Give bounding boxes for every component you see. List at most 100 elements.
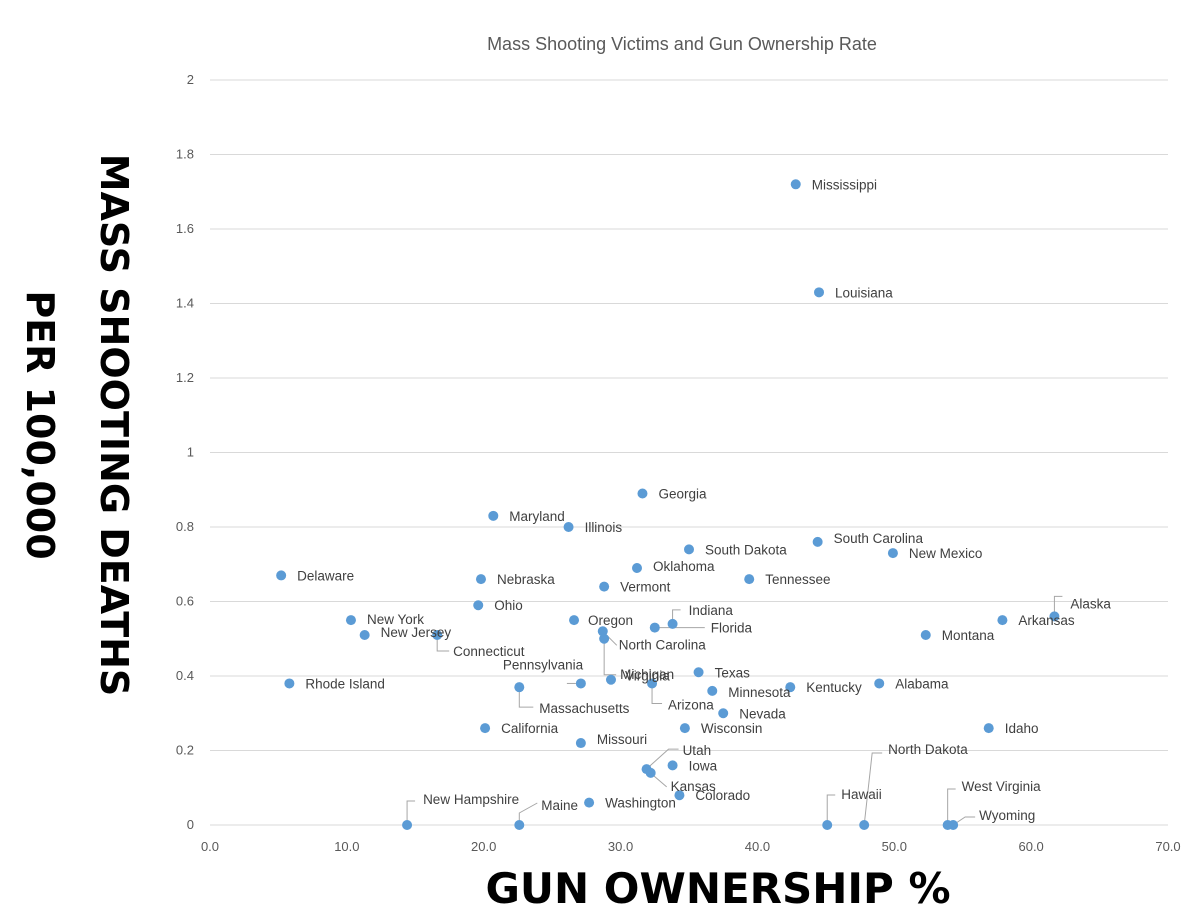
data-point <box>707 685 718 696</box>
data-point <box>432 630 443 641</box>
point-label: Washington <box>605 796 676 811</box>
x-tick-label: 60.0 <box>1018 839 1043 854</box>
data-point <box>920 630 931 641</box>
data-point <box>948 820 959 830</box>
point-label: Kentucky <box>806 680 862 695</box>
y-tick-label: 1 <box>187 445 194 460</box>
data-point <box>345 615 356 626</box>
point-label: Connecticut <box>453 644 525 659</box>
y-tick-label: 0.2 <box>176 743 194 758</box>
y-tick-label: 0.8 <box>176 519 194 534</box>
data-point <box>473 600 484 611</box>
leader-line <box>1053 595 1063 614</box>
x-tick-label: 10.0 <box>334 839 359 854</box>
data-point <box>569 615 580 626</box>
data-point <box>859 820 870 830</box>
data-point <box>649 622 660 633</box>
data-point <box>599 633 610 644</box>
leader-line <box>672 609 681 621</box>
y-tick-label: 0 <box>187 817 194 832</box>
data-point <box>887 548 898 559</box>
point-label: Georgia <box>658 486 707 501</box>
point-label: Colorado <box>695 788 750 803</box>
point-label: North Carolina <box>619 637 707 652</box>
data-point <box>684 544 694 555</box>
point-label: Tennessee <box>765 572 830 587</box>
point-label: Wyoming <box>979 808 1035 823</box>
point-label: Illinois <box>585 520 623 535</box>
point-label: Florida <box>711 621 753 636</box>
point-label: New Jersey <box>381 625 452 640</box>
data-point <box>575 738 586 749</box>
y-tick-label: 1.8 <box>176 147 194 162</box>
point-label: California <box>501 721 559 736</box>
data-point <box>276 570 287 581</box>
point-label: Pennsylvania <box>503 657 584 672</box>
y-tick-label: 1.2 <box>176 370 194 385</box>
point-label: Oregon <box>588 613 633 628</box>
data-point <box>812 536 823 547</box>
data-point <box>480 723 491 734</box>
data-point <box>874 678 885 689</box>
point-label: South Dakota <box>705 542 787 557</box>
point-label: Arizona <box>668 697 714 712</box>
data-point <box>790 179 801 190</box>
point-label: Alabama <box>895 676 949 691</box>
chart-title: Mass Shooting Victims and Gun Ownership … <box>487 34 877 54</box>
leader-line <box>648 748 679 768</box>
data-point <box>814 287 825 298</box>
point-label: Montana <box>942 628 995 643</box>
x-tick-label: 30.0 <box>608 839 633 854</box>
y-tick-label: 2 <box>187 72 194 87</box>
point-label: Rhode Island <box>305 676 385 691</box>
point-label: Delaware <box>297 568 354 583</box>
data-points <box>276 179 1060 830</box>
label-leader-lines <box>406 595 1063 826</box>
leader-line <box>651 683 663 704</box>
point-label: Alaska <box>1070 596 1111 611</box>
x-axis-title: GUN OWNERSHIP % <box>485 864 950 910</box>
y-tick-label: 1.4 <box>176 296 194 311</box>
x-tick-label: 70.0 <box>1155 839 1180 854</box>
point-label: Missouri <box>597 732 647 747</box>
point-label: Minnesota <box>728 685 791 700</box>
x-tick-label: 20.0 <box>471 839 496 854</box>
data-point <box>997 615 1008 626</box>
point-label: Kansas <box>671 779 716 794</box>
point-label: West Virginia <box>962 779 1042 794</box>
point-label: Louisiana <box>835 285 893 300</box>
data-point <box>693 667 704 678</box>
x-tick-label: 40.0 <box>745 839 770 854</box>
data-point <box>744 574 755 585</box>
data-point <box>983 723 994 734</box>
point-label: Maine <box>541 798 578 813</box>
leader-line <box>406 800 416 825</box>
leader-line <box>947 788 956 825</box>
point-label: Maryland <box>509 509 565 524</box>
data-point <box>645 767 656 778</box>
data-point <box>785 682 796 693</box>
point-label: Nebraska <box>497 572 555 587</box>
leader-line <box>436 635 450 652</box>
point-label: South Carolina <box>834 531 924 546</box>
x-tick-label: 50.0 <box>882 839 907 854</box>
data-point <box>599 581 610 592</box>
data-point <box>1049 611 1060 622</box>
point-label: Virginia <box>625 669 670 684</box>
point-label: Wisconsin <box>701 721 763 736</box>
leader-line <box>863 752 883 826</box>
data-point <box>514 682 525 693</box>
point-label: New Mexico <box>909 546 983 561</box>
point-label: Massachusetts <box>539 701 629 716</box>
leader-line <box>603 638 617 676</box>
y-tick-label: 1.6 <box>176 221 194 236</box>
data-point <box>584 797 595 808</box>
y-axis-title-line2: PER 100,000 <box>18 290 62 559</box>
data-labels: Mississippi Louisiana Georgia Maryland Illin… <box>297 177 1111 823</box>
point-label: Indiana <box>689 603 734 618</box>
x-tick-label: 0.0 <box>201 839 219 854</box>
data-point <box>488 510 499 521</box>
data-point <box>597 626 608 637</box>
leader-line <box>518 687 534 708</box>
